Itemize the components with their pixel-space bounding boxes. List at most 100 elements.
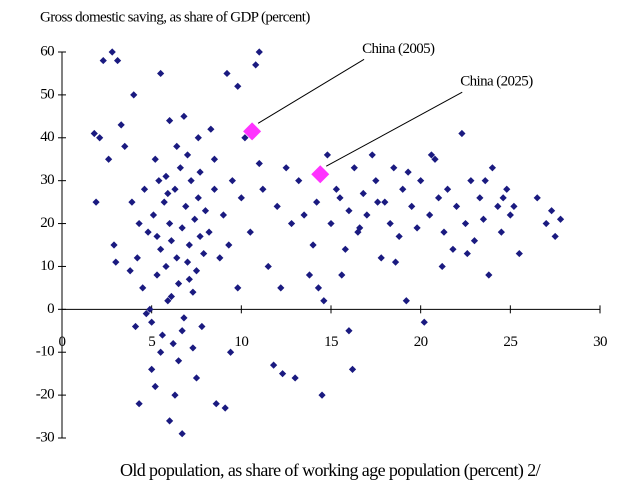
point <box>320 297 328 305</box>
point <box>494 202 502 210</box>
point <box>318 391 326 399</box>
y-tick-label: -20 <box>36 387 54 403</box>
point <box>191 215 199 223</box>
point <box>515 249 523 258</box>
point <box>259 185 267 193</box>
point <box>345 327 353 335</box>
point <box>391 258 400 266</box>
point <box>216 254 224 262</box>
point <box>105 155 113 163</box>
point <box>167 292 175 301</box>
point <box>438 262 446 271</box>
point <box>305 271 314 279</box>
point <box>372 177 380 185</box>
point <box>185 241 193 249</box>
point <box>157 348 165 356</box>
point <box>219 211 227 219</box>
point <box>173 142 181 150</box>
x-tick-label: 5 <box>148 334 155 350</box>
point <box>164 189 172 198</box>
point <box>431 155 439 163</box>
point <box>131 322 140 331</box>
point <box>99 56 107 65</box>
point <box>223 69 231 78</box>
point <box>157 245 165 253</box>
point <box>192 374 201 382</box>
point <box>255 48 263 56</box>
point <box>336 194 344 202</box>
highlight-point <box>243 122 262 141</box>
point <box>196 168 204 176</box>
point <box>377 254 385 262</box>
point <box>174 280 183 288</box>
point <box>476 194 484 202</box>
point <box>295 177 303 185</box>
point <box>207 125 215 133</box>
point <box>408 202 416 210</box>
y-tick-label: 50 <box>40 86 54 102</box>
point <box>187 177 195 185</box>
point <box>167 237 175 245</box>
point <box>171 185 179 193</box>
point <box>458 129 466 138</box>
point <box>174 357 183 365</box>
point <box>503 185 511 193</box>
point <box>246 228 254 236</box>
point <box>270 361 278 369</box>
y-tick-label: 40 <box>40 129 54 145</box>
point <box>277 284 285 292</box>
point <box>160 198 168 206</box>
point <box>350 164 358 172</box>
point <box>176 164 184 172</box>
point <box>178 327 186 335</box>
point <box>158 331 167 339</box>
point <box>368 151 376 159</box>
point <box>461 219 470 228</box>
point <box>309 241 317 249</box>
annotation-label: China (2005) <box>362 41 435 57</box>
point <box>133 254 141 262</box>
point <box>420 318 428 326</box>
point <box>162 172 170 180</box>
point <box>151 155 159 163</box>
point <box>221 404 229 412</box>
point <box>194 194 202 202</box>
point <box>180 314 188 322</box>
y-tick-label: 30 <box>40 172 54 188</box>
point <box>479 215 488 223</box>
point <box>92 198 100 206</box>
point <box>417 177 425 185</box>
point <box>278 370 287 378</box>
annotation-line <box>257 58 365 124</box>
point <box>497 228 505 236</box>
point <box>488 164 496 172</box>
point <box>149 211 158 219</box>
point <box>443 185 452 193</box>
point <box>241 134 249 142</box>
point <box>113 56 122 65</box>
point <box>212 400 220 408</box>
point <box>327 219 335 228</box>
point <box>225 241 233 249</box>
point <box>166 117 174 125</box>
point <box>166 417 174 425</box>
y-tick-label: -30 <box>36 429 54 445</box>
annotation-label: China (2025) <box>460 74 533 90</box>
point <box>185 275 193 283</box>
point <box>485 271 493 279</box>
point <box>237 194 245 202</box>
point <box>144 228 152 236</box>
point <box>146 305 154 313</box>
point <box>128 198 136 206</box>
point <box>427 151 436 159</box>
x-tick-label: 10 <box>234 334 248 350</box>
point <box>182 202 190 210</box>
point <box>252 61 260 69</box>
point <box>533 194 541 202</box>
point <box>510 202 518 210</box>
point <box>356 224 364 232</box>
point <box>171 391 179 399</box>
point <box>196 232 204 241</box>
